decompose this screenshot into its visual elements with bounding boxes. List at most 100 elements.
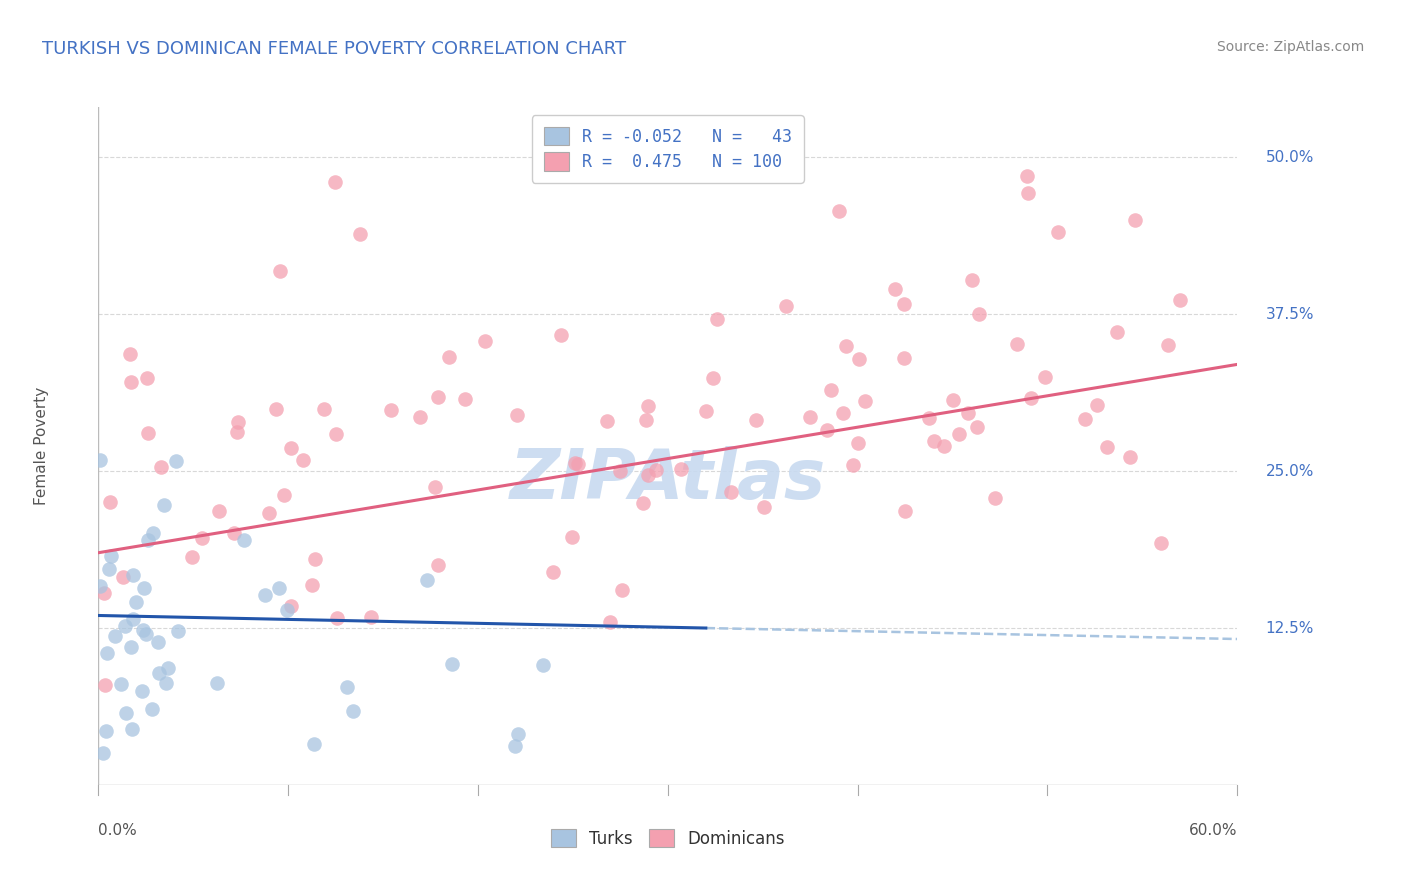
Point bbox=[671, 461, 693, 475]
Point bbox=[612, 583, 634, 598]
Text: Female Poverty: Female Poverty bbox=[34, 387, 49, 505]
Point bbox=[1017, 186, 1039, 201]
Point bbox=[326, 611, 349, 625]
Point bbox=[842, 458, 865, 472]
Point bbox=[506, 408, 529, 422]
Point bbox=[135, 626, 157, 640]
Point bbox=[775, 299, 797, 313]
Point bbox=[167, 624, 190, 639]
Point bbox=[1073, 412, 1095, 426]
Point bbox=[441, 657, 464, 671]
Point bbox=[180, 549, 202, 564]
Point bbox=[269, 263, 291, 277]
Point bbox=[720, 485, 742, 500]
Point bbox=[1033, 370, 1056, 384]
Point bbox=[702, 370, 724, 384]
Text: 60.0%: 60.0% bbox=[1189, 822, 1237, 838]
Point bbox=[1157, 338, 1180, 352]
Point bbox=[567, 457, 589, 471]
Point bbox=[1150, 536, 1173, 550]
Point bbox=[893, 351, 915, 365]
Point bbox=[744, 413, 766, 427]
Point bbox=[112, 570, 135, 584]
Point bbox=[148, 665, 170, 680]
Point bbox=[132, 581, 155, 595]
Point bbox=[121, 722, 143, 736]
Point bbox=[141, 701, 163, 715]
Point bbox=[1118, 450, 1140, 465]
Point bbox=[609, 464, 631, 478]
Point bbox=[114, 618, 136, 632]
Point bbox=[150, 460, 173, 475]
Point bbox=[1019, 391, 1042, 405]
Point bbox=[1005, 337, 1028, 351]
Point bbox=[136, 371, 159, 385]
Point bbox=[205, 676, 228, 690]
Point bbox=[561, 530, 583, 544]
Point bbox=[832, 406, 855, 420]
Point bbox=[96, 646, 118, 660]
Point bbox=[820, 383, 842, 397]
Point bbox=[967, 307, 990, 321]
Point bbox=[631, 496, 654, 510]
Point bbox=[506, 727, 529, 741]
Text: 25.0%: 25.0% bbox=[1265, 464, 1315, 479]
Point bbox=[437, 350, 460, 364]
Point bbox=[848, 351, 870, 366]
Point bbox=[1085, 398, 1108, 412]
Point bbox=[1168, 293, 1191, 307]
Point bbox=[94, 677, 117, 691]
Point bbox=[110, 676, 132, 690]
Point bbox=[752, 500, 775, 514]
Point bbox=[893, 504, 915, 518]
Point bbox=[254, 588, 277, 602]
Point bbox=[543, 565, 565, 579]
Point bbox=[835, 338, 858, 352]
Point bbox=[855, 393, 877, 408]
Point bbox=[957, 407, 980, 421]
Point bbox=[360, 610, 382, 624]
Point bbox=[98, 495, 121, 509]
Point bbox=[89, 452, 111, 467]
Point bbox=[636, 413, 658, 427]
Point bbox=[799, 410, 821, 425]
Point bbox=[984, 491, 1007, 505]
Point bbox=[136, 425, 159, 440]
Point bbox=[157, 661, 180, 675]
Point bbox=[264, 402, 287, 417]
Text: Source: ZipAtlas.com: Source: ZipAtlas.com bbox=[1216, 40, 1364, 54]
Point bbox=[120, 640, 142, 655]
Point bbox=[131, 684, 153, 698]
Point bbox=[550, 328, 572, 343]
Point bbox=[1123, 213, 1146, 227]
Point bbox=[226, 425, 249, 439]
Point bbox=[276, 603, 298, 617]
Text: 37.5%: 37.5% bbox=[1265, 307, 1315, 322]
Point bbox=[884, 282, 907, 296]
Point bbox=[312, 402, 335, 417]
Point bbox=[893, 297, 915, 311]
Point bbox=[91, 746, 114, 760]
Point bbox=[1046, 225, 1069, 239]
Point bbox=[153, 498, 176, 512]
Point bbox=[564, 457, 586, 471]
Point bbox=[1097, 440, 1119, 454]
Point bbox=[191, 532, 214, 546]
Point bbox=[136, 533, 159, 547]
Point bbox=[292, 453, 315, 467]
Point bbox=[474, 334, 496, 349]
Point bbox=[454, 392, 477, 406]
Point bbox=[232, 533, 254, 548]
Point bbox=[533, 658, 555, 673]
Point bbox=[323, 175, 346, 189]
Text: 50.0%: 50.0% bbox=[1265, 150, 1315, 165]
Point bbox=[121, 567, 143, 582]
Point bbox=[427, 558, 450, 572]
Point bbox=[409, 409, 432, 424]
Point bbox=[637, 399, 659, 413]
Point bbox=[89, 579, 111, 593]
Point bbox=[94, 723, 117, 738]
Point bbox=[948, 427, 970, 442]
Point bbox=[380, 403, 402, 417]
Point bbox=[828, 204, 851, 219]
